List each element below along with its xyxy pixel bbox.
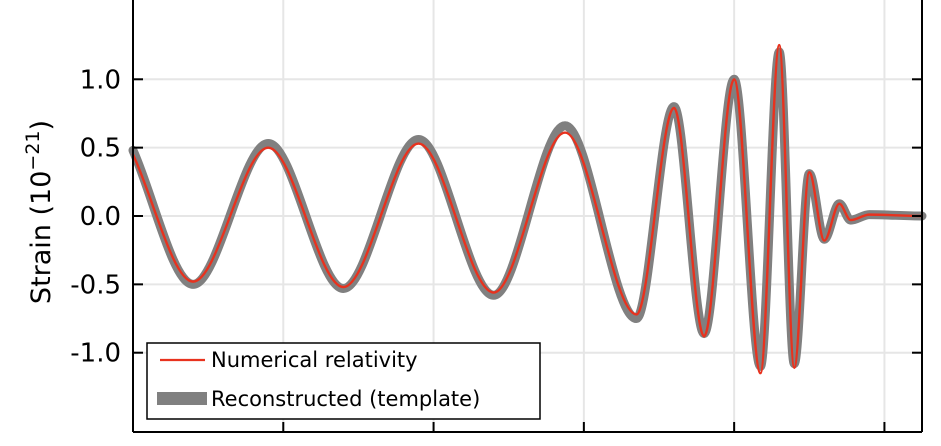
legend-label-reconstructed: Reconstructed (template) [211, 387, 480, 411]
legend: Numerical relativity Reconstructed (temp… [146, 342, 541, 420]
legend-swatch-reconstructed [157, 392, 207, 405]
legend-box [146, 342, 541, 420]
y-axis-title-exponent: −21 [22, 130, 44, 170]
y-axis-title: Strain (10−21) [22, 120, 57, 304]
y-axis-title-close: ) [26, 120, 57, 131]
y-tick-label: 1.0 [80, 65, 121, 95]
y-axis-title-main: Strain (10 [26, 171, 57, 304]
y-tick-label: 0.0 [80, 202, 121, 232]
ticks: 1.0 0.5 0.0 -0.5 -1.0 [70, 65, 922, 432]
legend-label-numerical: Numerical relativity [211, 348, 418, 372]
y-tick-label: -0.5 [70, 270, 121, 300]
y-tick-label: -1.0 [70, 339, 121, 369]
series-layer [128, 43, 927, 375]
series-reconstructed-template [128, 47, 927, 371]
y-tick-label: 0.5 [80, 134, 121, 164]
series-numerical-relativity [131, 43, 924, 375]
